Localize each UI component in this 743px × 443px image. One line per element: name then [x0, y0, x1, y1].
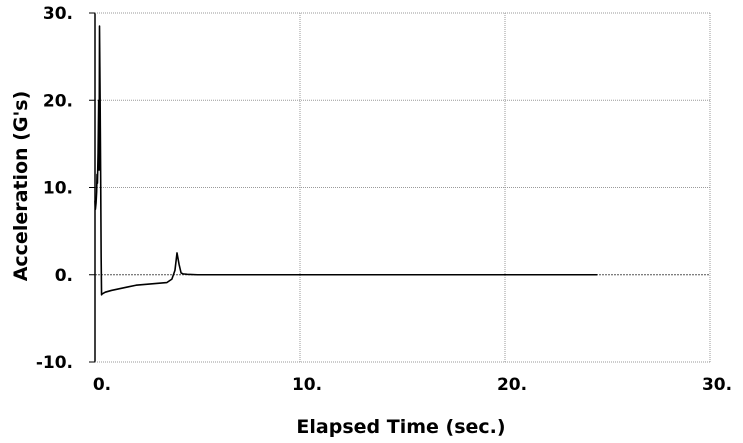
x-tick-label: 30.	[702, 375, 732, 395]
y-tick-label: 20.	[43, 91, 73, 111]
y-tick-labels: -10. 0. 10. 20. 30.	[36, 4, 73, 373]
y-tick-label: 0.	[55, 266, 73, 286]
series-group	[95, 26, 597, 295]
x-tick-label: 0.	[93, 375, 111, 395]
y-axis-title: Acceleration (G's)	[10, 91, 32, 282]
y-tick-label: 10.	[43, 179, 73, 199]
x-tick-label: 10.	[292, 375, 322, 395]
x-tick-labels: 0. 10. 20. 30.	[93, 375, 732, 395]
series-line	[95, 26, 597, 295]
x-axis-title: Elapsed Time (sec.)	[296, 416, 505, 438]
y-tick-label: 30.	[43, 4, 73, 24]
grid-lines	[95, 13, 710, 362]
x-tick-label: 20.	[497, 375, 527, 395]
y-tick-label: -10.	[36, 353, 73, 373]
